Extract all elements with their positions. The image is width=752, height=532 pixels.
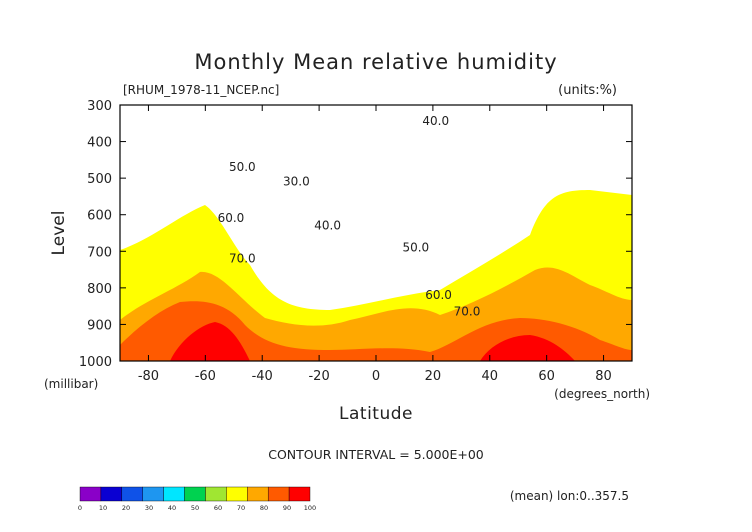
x-tick-label: -60: [195, 369, 216, 384]
colorbar-tick-label: 60: [214, 504, 222, 512]
y-tick-label: 500: [87, 172, 112, 187]
y-tick-label: 800: [87, 282, 112, 297]
x-tick-label: 0: [372, 369, 380, 384]
contour-labels: 30.040.040.050.050.060.060.070.070.0: [218, 114, 481, 318]
contour-label: 70.0: [454, 304, 481, 318]
x-unit-label: (degrees_north): [554, 387, 650, 401]
chart-title: Monthly Mean relative humidity: [194, 50, 557, 74]
x-tick-label: 60: [538, 369, 555, 384]
y-unit-label: (millibar): [44, 377, 98, 391]
footer-note: (mean) lon:0..357.5: [510, 489, 629, 503]
colorbar-segment: [247, 486, 269, 502]
file-label: [RHUM_1978-11_NCEP.nc]: [123, 83, 279, 97]
contour-interval-text: CONTOUR INTERVAL = 5.000E+00: [268, 447, 484, 462]
colorbar-segment: [184, 486, 206, 502]
contour-label: 60.0: [218, 211, 245, 225]
colorbar-segment: [142, 486, 164, 502]
y-tick-label: 400: [87, 136, 112, 151]
y-tick-label: 300: [87, 99, 112, 114]
colorbar-tick-label: 20: [122, 504, 130, 512]
colorbar-segment: [163, 486, 185, 502]
colorbar-tick-label: 50: [191, 504, 199, 512]
colorbar-tick-label: 40: [168, 504, 176, 512]
colorbar-tick-label: 10: [99, 504, 107, 512]
contour-field: [120, 105, 632, 361]
x-tick-label: -80: [138, 369, 159, 384]
colorbar-tick-label: 30: [145, 504, 153, 512]
y-tick-label: 600: [87, 209, 112, 224]
colorbar-tick-label: 100: [304, 504, 316, 512]
band-90-100: [170, 322, 575, 361]
colorbar-tick-label: 80: [260, 504, 268, 512]
contour-label: 70.0: [229, 251, 256, 265]
x-axis-ticks: -80 -60 -40 -20 0 20 40 60 80: [138, 105, 612, 384]
contour-label: 40.0: [422, 114, 449, 128]
x-tick-label: 40: [482, 369, 499, 384]
x-axis-label: Latitude: [339, 404, 413, 424]
colorbar-segment: [205, 486, 227, 502]
colorbar-segment: [226, 486, 248, 502]
colorbar-segment: [100, 486, 123, 502]
colorbar-tick-label: 0: [78, 504, 82, 512]
y-axis-ticks: 300 400 500 600 700 800 900 1000: [79, 99, 632, 370]
contour-label: 60.0: [425, 288, 452, 302]
colorbar-segment: [121, 486, 143, 502]
y-tick-label: 700: [87, 245, 112, 260]
colorbar: 0 10 20 30 40 50 60 70 80 90 100: [78, 486, 316, 512]
y-tick-label: 1000: [79, 355, 112, 370]
colorbar-tick-label: 90: [283, 504, 291, 512]
colorbar-tick-label: 70: [237, 504, 245, 512]
units-label: (units:%): [558, 83, 617, 98]
x-tick-label: -40: [252, 369, 273, 384]
colorbar-segment: [79, 486, 102, 502]
colorbar-segment: [267, 486, 290, 502]
colorbar-segment: [288, 486, 311, 502]
contour-label: 30.0: [283, 174, 310, 188]
contour-label: 50.0: [229, 160, 256, 174]
x-tick-label: -20: [308, 369, 329, 384]
x-tick-label: 20: [425, 369, 442, 384]
x-tick-label: 80: [595, 369, 612, 384]
y-tick-label: 900: [87, 318, 112, 333]
contour-label: 50.0: [402, 240, 429, 254]
contour-label: 40.0: [314, 218, 341, 232]
y-axis-label: Level: [49, 211, 69, 256]
